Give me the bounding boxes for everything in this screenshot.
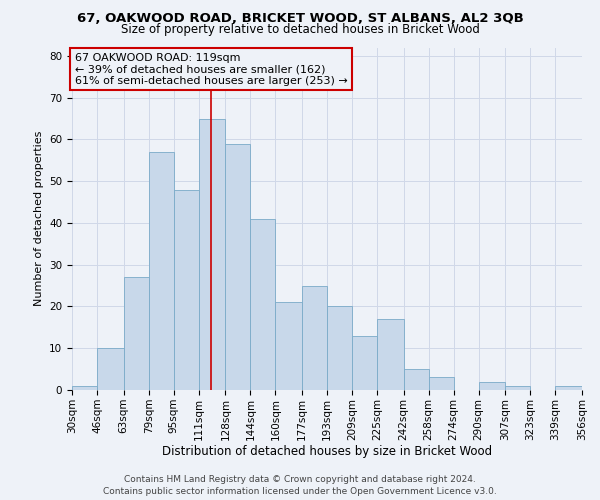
Bar [377, 319, 404, 390]
Text: Contains HM Land Registry data © Crown copyright and database right 2024.
Contai: Contains HM Land Registry data © Crown c… [103, 475, 497, 496]
Text: 67 OAKWOOD ROAD: 119sqm
← 39% of detached houses are smaller (162)
61% of semi-d: 67 OAKWOOD ROAD: 119sqm ← 39% of detache… [74, 52, 347, 86]
Bar [404, 369, 428, 390]
Bar [275, 302, 302, 390]
Bar [72, 386, 97, 390]
Bar [149, 152, 173, 390]
Bar [124, 277, 149, 390]
Bar [97, 348, 124, 390]
Bar [428, 378, 454, 390]
Bar [173, 190, 199, 390]
X-axis label: Distribution of detached houses by size in Bricket Wood: Distribution of detached houses by size … [162, 446, 492, 458]
Bar [226, 144, 250, 390]
Text: 67, OAKWOOD ROAD, BRICKET WOOD, ST ALBANS, AL2 3QB: 67, OAKWOOD ROAD, BRICKET WOOD, ST ALBAN… [77, 12, 523, 26]
Text: Size of property relative to detached houses in Bricket Wood: Size of property relative to detached ho… [121, 22, 479, 36]
Bar [479, 382, 505, 390]
Bar [302, 286, 327, 390]
Y-axis label: Number of detached properties: Number of detached properties [34, 131, 44, 306]
Bar [250, 219, 275, 390]
Bar [327, 306, 352, 390]
Bar [352, 336, 377, 390]
Bar [505, 386, 530, 390]
Bar [556, 386, 582, 390]
Bar [199, 118, 226, 390]
